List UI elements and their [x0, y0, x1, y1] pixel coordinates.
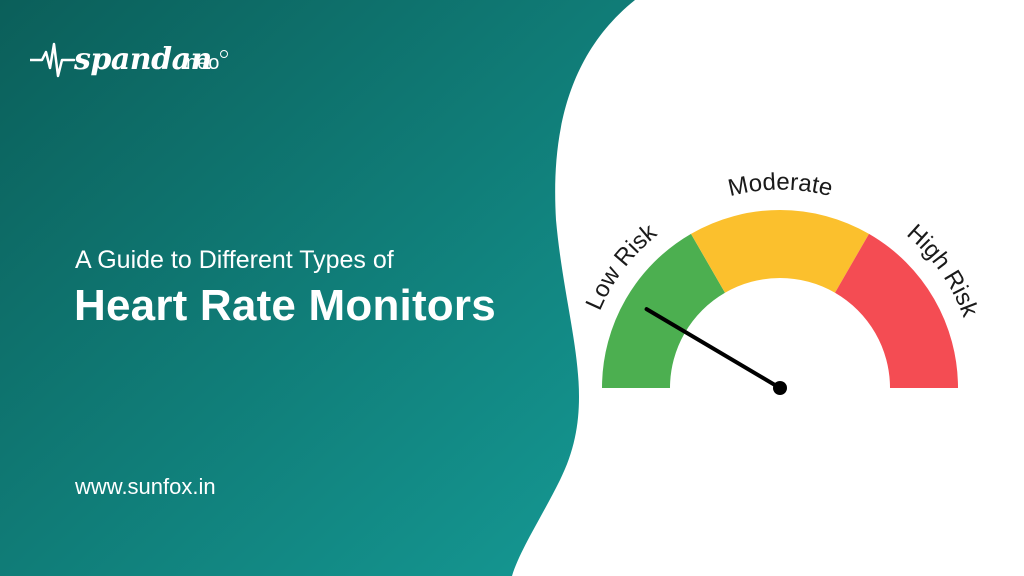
- website-url: www.sunfox.in: [75, 474, 216, 499]
- brand-name: spandan: [74, 42, 212, 77]
- gauge-label-moderate: Moderate: [726, 169, 836, 203]
- heartbeat-pulse-icon: [30, 42, 76, 78]
- gauge-segment-low-risk: [602, 233, 725, 388]
- gauge-needle: [644, 307, 782, 390]
- brand-logo: spandan neo: [30, 38, 250, 82]
- headline-subtitle: A Guide to Different Types of: [75, 246, 394, 274]
- headline-title: Heart Rate Monitors: [74, 281, 496, 330]
- brand-suffix: neo: [186, 52, 220, 74]
- gauge-segment-high-risk: [835, 233, 958, 388]
- registered-mark-icon: [220, 50, 228, 58]
- gauge-segment-moderate: [691, 209, 869, 293]
- gauge-needle-hub: [773, 381, 787, 395]
- risk-gauge: Low Risk Moderate High Risk: [581, 169, 984, 395]
